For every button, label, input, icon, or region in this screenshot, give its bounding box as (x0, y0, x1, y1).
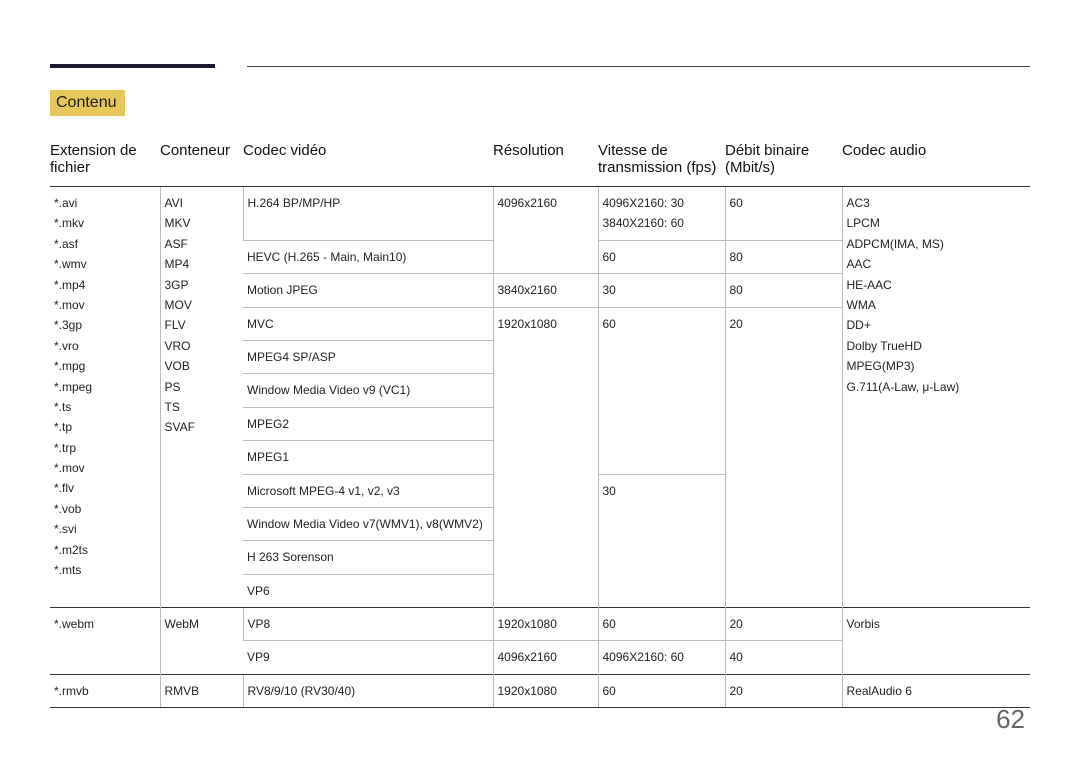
col-fps: Vitesse de transmission (fps) (598, 134, 725, 187)
cell-bitrate: 60 (725, 187, 842, 241)
cell-vcodec: VP9 (243, 641, 493, 674)
table-row: *.webm WebM VP8 1920x1080 60 20 Vorbis (50, 608, 1030, 641)
cell-res: 1920x1080 (493, 608, 598, 641)
cell-bitrate: 20 (725, 674, 842, 707)
cell-fps: 4096X2160: 30 3840X2160: 60 (598, 187, 725, 241)
cell-res: 4096x2160 (493, 187, 598, 274)
cell-vcodec: RV8/9/10 (RV30/40) (243, 674, 493, 707)
cell-bitrate: 20 (725, 608, 842, 641)
col-res: Résolution (493, 134, 598, 187)
cell-vcodec: Window Media Video v9 (VC1) (243, 374, 493, 407)
page-number: 62 (996, 704, 1025, 735)
codec-spec-table: Extension de fichier Conteneur Codec vid… (50, 134, 1030, 708)
cell-vcodec: MVC (243, 307, 493, 340)
table-row: *.rmvb RMVB RV8/9/10 (RV30/40) 1920x1080… (50, 674, 1030, 707)
col-bitrate: Débit binaire (Mbit/s) (725, 134, 842, 187)
cell-ext: *.webm (50, 608, 160, 675)
col-ext: Extension de fichier (50, 134, 160, 187)
cell-bitrate: 40 (725, 641, 842, 674)
cell-container: RMVB (160, 674, 243, 707)
cell-bitrate: 20 (725, 307, 842, 608)
cell-vcodec: H.264 BP/MP/HP (243, 187, 493, 241)
cell-fps: 30 (598, 274, 725, 307)
cell-vcodec: Motion JPEG (243, 274, 493, 307)
cell-vcodec: Window Media Video v7(WMV1), v8(WMV2) (243, 507, 493, 540)
cell-acodec: RealAudio 6 (842, 674, 1030, 707)
cell-fps: 60 (598, 240, 725, 273)
cell-fps: 30 (598, 474, 725, 608)
col-vcodec: Codec vidéo (243, 134, 493, 187)
cell-vcodec: VP6 (243, 574, 493, 607)
cell-fps: 60 (598, 674, 725, 707)
cell-res: 1920x1080 (493, 674, 598, 707)
ext-list: *.avi *.mkv *.asf *.wmv *.mp4 *.mov *.3g… (54, 193, 154, 580)
cell-res: 3840x2160 (493, 274, 598, 307)
cell-vcodec: H 263 Sorenson (243, 541, 493, 574)
acodec-list: AC3 LPCM ADPCM(IMA, MS) AAC HE-AAC WMA D… (847, 193, 1025, 397)
section-title: Contenu (50, 90, 125, 116)
cell-ext-list: *.avi *.mkv *.asf *.wmv *.mp4 *.mov *.3g… (50, 187, 160, 608)
table-row: *.avi *.mkv *.asf *.wmv *.mp4 *.mov *.3g… (50, 187, 1030, 241)
cell-fps: 60 (598, 608, 725, 641)
cell-container-list: AVI MKV ASF MP4 3GP MOV FLV VRO VOB PS T… (160, 187, 243, 608)
accent-bar (50, 64, 215, 68)
cell-vcodec: MPEG2 (243, 407, 493, 440)
cell-vcodec: VP8 (243, 608, 493, 641)
cell-bitrate: 80 (725, 274, 842, 307)
cell-container: WebM (160, 608, 243, 675)
cell-vcodec: MPEG4 SP/ASP (243, 340, 493, 373)
col-acodec: Codec audio (842, 134, 1030, 187)
container-list: AVI MKV ASF MP4 3GP MOV FLV VRO VOB PS T… (165, 193, 237, 438)
cell-vcodec: HEVC (H.265 - Main, Main10) (243, 240, 493, 273)
cell-acodec-list: AC3 LPCM ADPCM(IMA, MS) AAC HE-AAC WMA D… (842, 187, 1030, 608)
table-header-row: Extension de fichier Conteneur Codec vid… (50, 134, 1030, 187)
col-container: Conteneur (160, 134, 243, 187)
cell-ext: *.rmvb (50, 674, 160, 707)
cell-vcodec: Microsoft MPEG-4 v1, v2, v3 (243, 474, 493, 507)
cell-vcodec: MPEG1 (243, 441, 493, 474)
top-rule (247, 66, 1030, 67)
cell-res: 1920x1080 (493, 307, 598, 608)
cell-res: 4096x2160 (493, 641, 598, 674)
cell-fps: 4096X2160: 60 (598, 641, 725, 674)
cell-fps: 60 (598, 307, 725, 474)
cell-acodec: Vorbis (842, 608, 1030, 675)
cell-bitrate: 80 (725, 240, 842, 273)
